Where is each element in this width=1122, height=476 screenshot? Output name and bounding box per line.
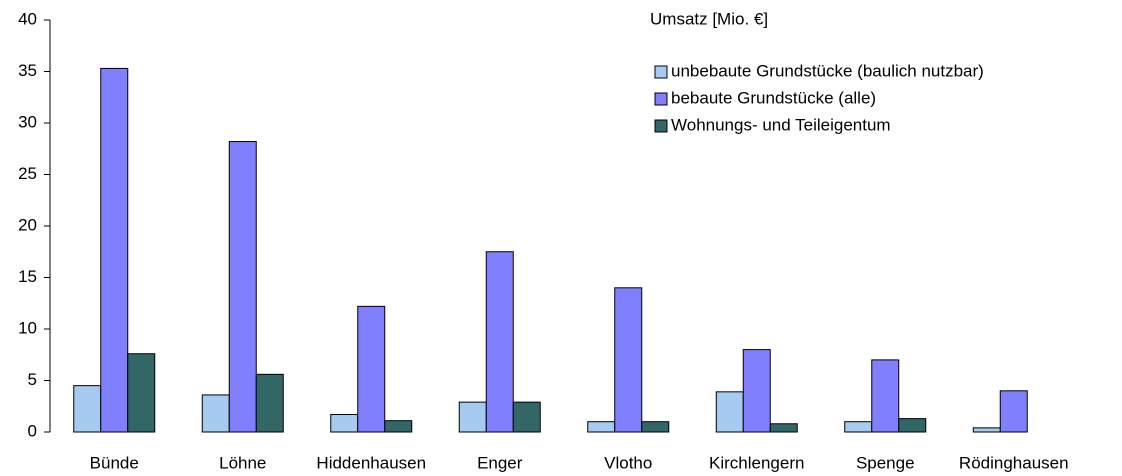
legend-swatch xyxy=(654,92,668,106)
y-tick-label: 30 xyxy=(18,112,37,131)
legend-label: unbebaute Grundstücke (baulich nutzbar) xyxy=(671,61,984,80)
bar xyxy=(871,359,900,433)
x-tick-label: Hiddenhausen xyxy=(316,453,426,472)
bar xyxy=(255,373,284,433)
legend-label: Wohnungs- und Teileigentum xyxy=(671,115,891,134)
bar xyxy=(458,401,487,433)
bar xyxy=(898,418,927,433)
legend-swatch xyxy=(654,65,668,79)
bar xyxy=(614,287,643,433)
bar xyxy=(127,353,156,433)
y-tick-label: 10 xyxy=(18,318,37,337)
bar xyxy=(512,401,541,433)
bar xyxy=(641,421,670,433)
x-tick-label: Bünde xyxy=(90,453,139,472)
bar xyxy=(384,420,413,433)
bar xyxy=(742,349,771,433)
y-tick-label: 0 xyxy=(28,421,37,440)
bar xyxy=(100,67,129,433)
y-tick-label: 40 xyxy=(18,9,37,28)
y-tick-label: 35 xyxy=(18,61,37,80)
x-tick-label: Enger xyxy=(477,453,523,472)
bar xyxy=(972,427,1001,433)
bar xyxy=(201,394,230,433)
x-tick-label: Rödinghausen xyxy=(959,453,1069,472)
bar xyxy=(844,421,873,433)
bar xyxy=(485,251,514,433)
y-tick-label: 20 xyxy=(18,215,37,234)
legend-label: bebaute Grundstücke (alle) xyxy=(671,88,876,107)
x-tick-label: Spenge xyxy=(856,453,915,472)
x-tick-label: Vlotho xyxy=(604,453,652,472)
bar xyxy=(228,141,257,433)
bar xyxy=(357,305,386,433)
y-tick-label: 5 xyxy=(28,370,37,389)
x-tick-label: Löhne xyxy=(219,453,266,472)
bar xyxy=(715,391,744,433)
bar xyxy=(769,423,798,433)
legend-title: Umsatz [Mio. €] xyxy=(650,9,768,28)
bar xyxy=(73,385,102,433)
bar xyxy=(999,390,1028,433)
bar xyxy=(330,413,359,433)
y-tick-label: 25 xyxy=(18,164,37,183)
x-tick-label: Kirchlengern xyxy=(709,453,804,472)
legend-swatch xyxy=(654,119,668,133)
bar xyxy=(587,421,616,433)
y-tick-label: 15 xyxy=(18,267,37,286)
